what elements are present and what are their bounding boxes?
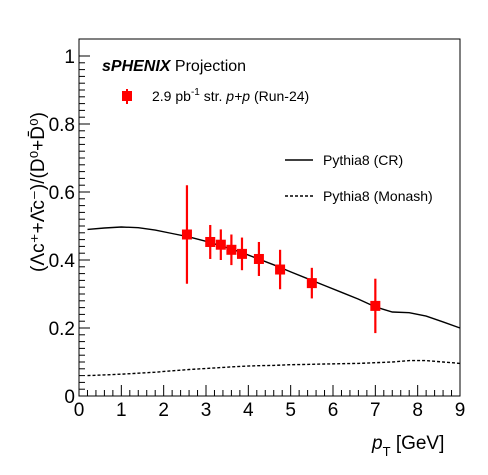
curve-pythia8-monash [87,359,461,377]
legend-monash-entry: Pythia8 (Monash) [285,188,433,204]
y-tick-label: 1 [64,47,75,68]
x-axis-title: pT [GeV] [371,433,444,459]
legend-data-marker [122,91,132,101]
x-tick-label: 0 [74,400,85,421]
x-tick-label: 6 [328,400,339,421]
data-point-marker [205,236,216,247]
x-tick-label: 7 [370,400,381,421]
x-tick-label: 9 [455,400,466,421]
data-point-marker [236,248,247,259]
data-point-marker [275,264,286,275]
legend-data-entry: 2.9 pb-1 str. p+p (Run-24) [122,87,309,104]
legend-cr-label: Pythia8 (CR) [323,152,403,168]
y-tick-label: 0 [64,387,75,408]
x-tick-label: 4 [243,400,254,421]
plot-frame [78,38,461,397]
x-tick-label: 8 [412,400,423,421]
y-tick-label: 0.6 [49,183,75,204]
data-point-marker [215,239,226,250]
legend-data-label: 2.9 pb-1 str. p+p (Run-24) [152,87,309,104]
y-tick-label: 0.8 [49,115,75,136]
data-point-marker [370,300,381,311]
x-tick-label: 1 [116,400,127,421]
data-point-marker [253,253,264,264]
data-points [181,185,381,334]
y-axis-title: (Λc⁺+Λ̄c⁻)/(D⁰+D̄⁰) [28,112,49,272]
data-point-marker [226,244,237,255]
model-curves [87,226,461,377]
chart-title: sPHENIX Projection [102,58,246,75]
y-tick-label: 0.2 [49,319,75,340]
axis-tick-labels: 0 1 2 3 4 5 6 7 8 9 0 0.2 0.4 0.6 0.8 1 [49,47,466,421]
curve-pythia8-cr [87,226,461,329]
data-point-marker [181,229,192,240]
legend-cr-entry: Pythia8 (CR) [285,152,403,168]
x-tick-label: 2 [158,400,169,421]
legend-monash-label: Pythia8 (Monash) [323,188,433,204]
x-tick-label: 3 [201,400,212,421]
y-tick-label: 0.4 [49,251,76,272]
x-tick-label: 5 [285,400,296,421]
data-point-marker [306,278,317,289]
axis-ticks [78,55,461,397]
